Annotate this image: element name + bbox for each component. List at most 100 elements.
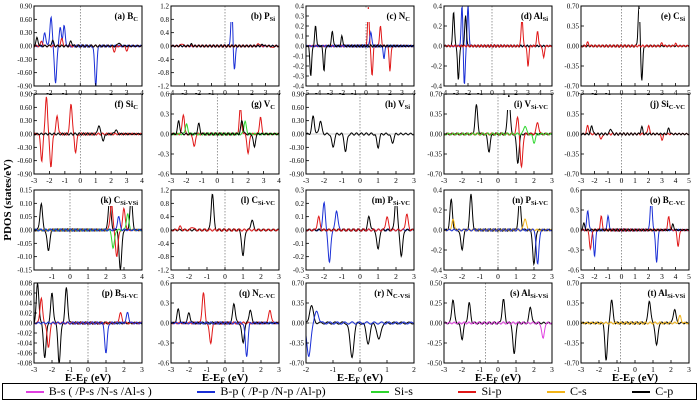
y-tick-label: -0.4 (431, 83, 443, 91)
x-tick-label: 4 (674, 272, 678, 281)
x-tick-label: -3 (441, 365, 447, 374)
y-tick-label: 0.4 (160, 29, 169, 37)
x-tick-label: 2 (250, 88, 254, 97)
y-tick-label: 0.00 (430, 131, 443, 139)
legend-box: B-s ( /P-s /N-s /Al-s ) B-p ( /P-p /N-p /… (2, 383, 697, 400)
y-tick-label: -0.70 (427, 171, 442, 179)
x-tick-label: -3 (578, 176, 584, 185)
legend-swatch (25, 390, 44, 393)
y-tick-label: -0.05 (17, 240, 32, 248)
x-tick-label: 1 (104, 365, 108, 374)
x-tick-label: 0 (358, 365, 362, 374)
x-tick-label: -3 (168, 365, 174, 374)
x-tick-label: 3 (140, 365, 144, 374)
x-tick-label: -1 (339, 272, 345, 281)
x-tick-label: -2 (339, 88, 345, 97)
series-line-b-p (444, 228, 552, 265)
x-tick-label: 2 (647, 176, 651, 185)
panel-label-bg (229, 193, 276, 206)
legend-swatch (547, 390, 565, 393)
panel-label-bg (92, 9, 139, 22)
x-tick-label: 1 (376, 272, 380, 281)
y-tick-label: -0.60 (17, 69, 32, 77)
x-tick-label: -3 (168, 272, 174, 281)
y-tick-label: -0.70 (564, 171, 579, 179)
x-tick-label: 3 (660, 88, 664, 97)
y-tick-label: -1.2 (158, 83, 170, 91)
y-tick-label: 0.2 (295, 23, 304, 31)
series-line-si-p (581, 41, 689, 48)
y-tick-label: -0.25 (427, 340, 442, 348)
x-tick-label: 0 (215, 176, 219, 185)
legend-label: C-p (655, 384, 674, 398)
y-tick-label: 0.25 (430, 300, 443, 308)
y-tick-label: -0.6 (568, 267, 580, 275)
y-tick-label: 0.90 (20, 91, 33, 99)
x-tick-label: -1 (351, 88, 357, 97)
x-tick-label: 3 (550, 272, 554, 281)
legend-item: C-s (547, 384, 587, 399)
x-tick-label: 5 (550, 88, 554, 97)
x-tick-label: -3 (453, 88, 459, 97)
y-tick-label: 0.35 (430, 111, 443, 119)
y-tick-label: -0.10 (17, 253, 32, 261)
legend-item: Si-p (458, 384, 501, 399)
x-tick-label: 4 (674, 176, 678, 185)
x-tick-label: 2 (394, 176, 398, 185)
y-tick-label: 0.70 (292, 280, 305, 288)
y-tick-label: -0.60 (17, 157, 32, 165)
series-line-c-p (34, 36, 142, 48)
panel-j: -3 -2 -1 0 1 2 3 4 5-0.70-0.350.000.350.70(j) Si… (564, 91, 691, 186)
y-tick-label: 0.00 (430, 320, 443, 328)
y-tick-label: 0.00 (292, 320, 305, 328)
x-tick-label: 3 (412, 176, 416, 185)
x-tick-label: 2 (412, 365, 416, 374)
x-tick-label: -1 (339, 176, 345, 185)
series-group (171, 193, 279, 257)
x-tick-label: 0 (496, 176, 500, 185)
y-tick-label: 0.35 (567, 300, 580, 308)
panel-label: (g) VC (251, 99, 275, 111)
y-tick-label: 0.70 (567, 280, 580, 288)
x-tick-label: -3 (31, 365, 37, 374)
series-group (171, 105, 279, 156)
panel-k: -1 0 1 2 3 4-0.15-0.10-0.050.000.050.100.15(k… (17, 187, 144, 282)
y-tick-label: 0.60 (292, 104, 305, 112)
x-tick-label: 3 (660, 272, 664, 281)
panel-label-bg (229, 286, 276, 299)
x-tick-label: 1 (241, 272, 245, 281)
x-tick-label: -1 (62, 88, 68, 97)
x-axis-label: E-EF (eV) (202, 372, 248, 385)
x-tick-label: -2 (195, 88, 201, 97)
x-tick-label: -3 (441, 176, 447, 185)
x-tick-label: 5 (687, 88, 691, 97)
y-tick-label: 0.02 (20, 310, 33, 318)
y-tick-label: 0.3 (295, 13, 304, 21)
x-tick-label: -3 (168, 176, 174, 185)
x-tick-label: -2 (459, 365, 465, 374)
x-tick-label: 1 (633, 272, 637, 281)
series-line-b-p (34, 215, 142, 232)
panel-a: -3 -2 -1 0 1 2 3 4 -0.90 -0.60 -0.30 0.00 0.30 0.60 0.… (17, 3, 144, 98)
series-group (444, 6, 552, 84)
x-tick-label: -1 (62, 176, 68, 185)
y-tick-label: -0.3 (293, 267, 305, 275)
y-tick-label: -0.6 (158, 171, 170, 179)
panel-label-bg (639, 193, 686, 206)
x-tick-label: 4 (140, 176, 144, 185)
x-tick-label: 0 (68, 272, 72, 281)
legend-item: C-p (632, 384, 673, 399)
series-line-si-p (34, 96, 142, 168)
y-tick-label: 0.05 (20, 213, 33, 221)
x-tick-label: -3 (31, 176, 37, 185)
legend-label: B-s ( /P-s /N-s /Al-s ) (48, 384, 152, 398)
y-tick-label: -0.70 (289, 360, 304, 368)
panel-t: -3 -2 -1 0 1 2 3-0.70-0.350.000.350.70(t) AlSi… (564, 280, 691, 375)
x-tick-label: -2 (46, 176, 52, 185)
y-tick-label: -0.3 (158, 151, 170, 159)
x-tick-label: -1 (330, 365, 336, 374)
x-tick-label: 2 (246, 176, 250, 185)
panel-l: -3 -2 -1 0 1 2 3-1.2-0.8-0.40.00.40.81.2(l) CS… (158, 187, 281, 282)
series-line-c-p (34, 283, 142, 363)
